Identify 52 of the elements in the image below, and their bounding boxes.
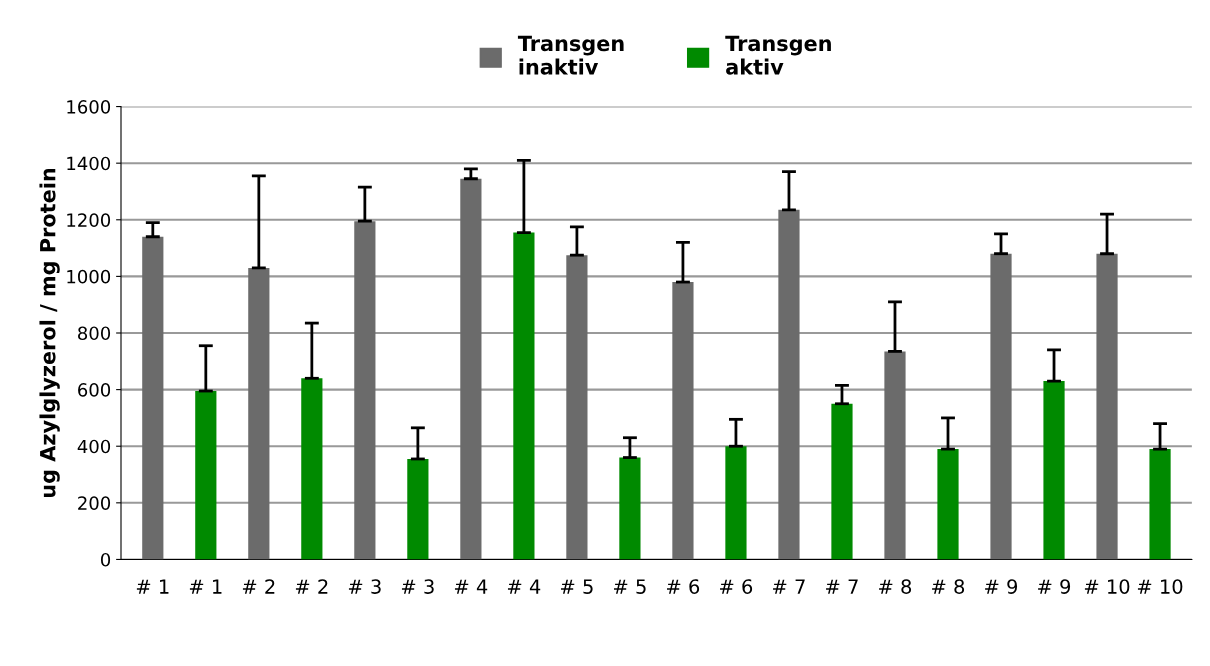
bar bbox=[301, 378, 323, 560]
x-tick-label: # 10 bbox=[1137, 579, 1183, 594]
bar bbox=[831, 403, 853, 560]
y-tick-label: 200 bbox=[78, 496, 111, 510]
bar bbox=[566, 255, 588, 560]
bar bbox=[619, 457, 641, 560]
y-tick-label: 1400 bbox=[67, 156, 111, 171]
y-tick-label: 400 bbox=[77, 439, 111, 454]
x-tick-label: # 2 bbox=[242, 579, 275, 594]
legend-label: Transgen aktiv bbox=[725, 35, 831, 75]
x-tick-label: # 5 bbox=[614, 579, 646, 594]
x-tick-label: # 8 bbox=[932, 579, 965, 594]
bar bbox=[354, 221, 376, 560]
y-tick-label: 800 bbox=[78, 326, 111, 341]
x-tick-label: # 3 bbox=[348, 579, 381, 594]
x-tick-label: # 3 bbox=[401, 579, 434, 594]
y-tick-label: 1600 bbox=[67, 100, 111, 114]
x-tick-label: # 6 bbox=[720, 579, 753, 594]
y-tick-label: 1200 bbox=[67, 213, 111, 227]
x-tick-label: # 1 bbox=[136, 579, 169, 594]
bar bbox=[142, 236, 164, 560]
x-tick-label: # 4 bbox=[454, 579, 488, 594]
x-tick-label: # 7 bbox=[826, 579, 858, 594]
bar bbox=[248, 267, 270, 560]
x-tick-label: # 7 bbox=[773, 579, 805, 594]
y-tick-label: 0 bbox=[100, 552, 111, 567]
bar bbox=[195, 391, 217, 560]
bar bbox=[513, 232, 535, 560]
x-tick-label: # 10 bbox=[1084, 579, 1130, 594]
bar bbox=[1043, 381, 1065, 560]
x-tick-label: # 9 bbox=[1038, 579, 1071, 594]
bar bbox=[990, 253, 1012, 560]
legend-label: Transgen inaktiv bbox=[517, 35, 624, 75]
bar bbox=[937, 449, 959, 560]
bar bbox=[1096, 253, 1118, 560]
x-tick-label: # 6 bbox=[667, 579, 700, 594]
y-axis-title: ug Azylglyzerol / mg Protein bbox=[39, 168, 60, 498]
x-tick-label: # 5 bbox=[560, 579, 593, 594]
y-tick-label: 600 bbox=[78, 383, 111, 397]
bar bbox=[407, 458, 429, 560]
x-tick-label: # 2 bbox=[295, 579, 328, 594]
y-tick-label: 1000 bbox=[67, 269, 111, 284]
bar bbox=[884, 351, 906, 560]
x-tick-label: # 8 bbox=[879, 579, 912, 594]
bar bbox=[672, 282, 694, 560]
x-tick-label: # 1 bbox=[189, 579, 222, 594]
x-tick-label: # 4 bbox=[507, 579, 541, 594]
bar bbox=[460, 178, 482, 560]
x-tick-label: # 9 bbox=[985, 579, 1018, 594]
bar bbox=[778, 209, 800, 560]
bar bbox=[725, 446, 747, 560]
bar bbox=[1149, 449, 1171, 560]
